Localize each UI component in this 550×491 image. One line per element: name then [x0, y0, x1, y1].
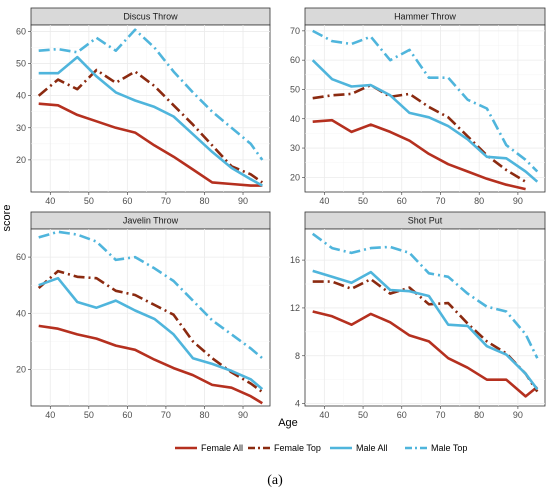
- x-tick-label: 60: [397, 196, 407, 206]
- x-tick-label: 90: [513, 410, 523, 420]
- panel-hammer-throw: Hammer Throw 20 30 40 50 60 70 40 50 60 70 80 90: [290, 7, 546, 206]
- y-axis-title: score: [1, 205, 13, 232]
- series-line-female-all: [38, 102, 263, 187]
- y-tick-label: 30: [290, 143, 300, 153]
- y-tick-label: 4: [295, 399, 300, 409]
- y-tick-label: 70: [290, 26, 300, 36]
- x-tick-label: 90: [238, 196, 248, 206]
- x-tick-label: 90: [238, 410, 248, 420]
- series-line-female-top: [312, 83, 527, 183]
- axis-ticks: 20 30 40 50 60 40 50 60 70 80 90: [16, 26, 248, 206]
- panel-title: Discus Throw: [123, 12, 178, 22]
- series-line-female-top: [312, 277, 539, 393]
- series-line-male-top: [38, 230, 264, 360]
- x-tick-label: 40: [319, 196, 329, 206]
- panel-title: Hammer Throw: [394, 12, 456, 22]
- x-tick-label: 40: [45, 196, 55, 206]
- y-tick-label: 40: [16, 91, 26, 101]
- series-line-male-all: [312, 269, 539, 391]
- legend-label: Female Top: [274, 443, 321, 453]
- x-tick-label: 70: [435, 410, 445, 420]
- x-tick-label: 90: [513, 196, 523, 206]
- series-line-male-all: [38, 276, 264, 391]
- panel-javelin-throw: Javelin Throw 20 40 60 40 50 60 70 80 90: [16, 211, 271, 420]
- axis-ticks: 20 30 40 50 60 70 40 50 60 70 80 90: [290, 26, 523, 206]
- x-tick-label: 60: [397, 410, 407, 420]
- panel-title: Shot Put: [408, 216, 443, 226]
- y-tick-label: 20: [16, 364, 26, 374]
- y-tick-label: 16: [290, 255, 300, 265]
- x-tick-label: 50: [84, 196, 94, 206]
- x-tick-label: 60: [122, 196, 132, 206]
- legend: Female All Female Top Male All Male Top: [175, 443, 467, 453]
- legend-item-female-all: Female All: [175, 443, 243, 453]
- x-tick-label: 80: [199, 410, 209, 420]
- y-tick-label: 12: [290, 303, 300, 313]
- series-line-female-all: [312, 310, 539, 398]
- series-line-female-all: [38, 324, 263, 405]
- x-tick-label: 70: [435, 196, 445, 206]
- series-line-male-all: [38, 55, 263, 187]
- series-line-female-all: [312, 118, 526, 191]
- plot-area: [304, 228, 546, 407]
- y-tick-label: 20: [16, 155, 26, 165]
- panel-shot-put: Shot Put 4 8 12 16 40 50 60 70 80 90: [290, 211, 546, 420]
- y-tick-label: 20: [290, 172, 300, 182]
- y-tick-label: 60: [16, 252, 26, 262]
- x-tick-label: 50: [358, 410, 368, 420]
- axis-ticks: 20 40 60 40 50 60 70 80 90: [16, 252, 248, 420]
- x-tick-label: 40: [45, 410, 55, 420]
- plot-area: [304, 24, 546, 193]
- x-tick-label: 50: [358, 196, 368, 206]
- series-lines: [37, 230, 264, 405]
- legend-label: Female All: [201, 443, 243, 453]
- y-tick-label: 50: [16, 59, 26, 69]
- series-lines: [311, 232, 539, 398]
- panel-title: Javelin Throw: [123, 216, 179, 226]
- legend-label: Male All: [356, 443, 388, 453]
- series-line-male-all: [311, 59, 539, 183]
- legend-item-female-top: Female Top: [248, 443, 321, 453]
- panel-discus-throw: Discus Throw 20 30 40 50 60 40 50 60 70 80 90: [16, 7, 271, 206]
- y-tick-label: 30: [16, 123, 26, 133]
- y-tick-label: 40: [290, 114, 300, 124]
- x-tick-label: 40: [319, 410, 329, 420]
- x-tick-label: 50: [84, 410, 94, 420]
- series-line-male-top: [38, 28, 264, 161]
- axis-ticks: 4 8 12 16 40 50 60 70 80 90: [290, 255, 523, 420]
- series-lines: [311, 29, 539, 191]
- y-tick-label: 8: [295, 351, 300, 361]
- legend-item-male-all: Male All: [330, 443, 388, 453]
- y-tick-label: 60: [16, 26, 26, 36]
- x-tick-label: 80: [199, 196, 209, 206]
- x-axis-title: Age: [278, 417, 298, 429]
- y-tick-label: 60: [290, 55, 300, 65]
- gridlines: [31, 229, 270, 406]
- x-tick-label: 70: [161, 196, 171, 206]
- x-tick-label: 80: [474, 196, 484, 206]
- x-tick-label: 60: [122, 410, 132, 420]
- legend-item-male-top: Male Top: [405, 443, 467, 453]
- series-lines: [37, 28, 264, 187]
- series-line-male-top: [311, 232, 539, 359]
- x-tick-label: 80: [474, 410, 484, 420]
- legend-label: Male Top: [431, 443, 467, 453]
- y-tick-label: 40: [16, 308, 26, 318]
- series-line-male-top: [312, 29, 539, 173]
- figure-caption: (a): [267, 473, 283, 488]
- y-tick-label: 50: [290, 84, 300, 94]
- x-tick-label: 70: [161, 410, 171, 420]
